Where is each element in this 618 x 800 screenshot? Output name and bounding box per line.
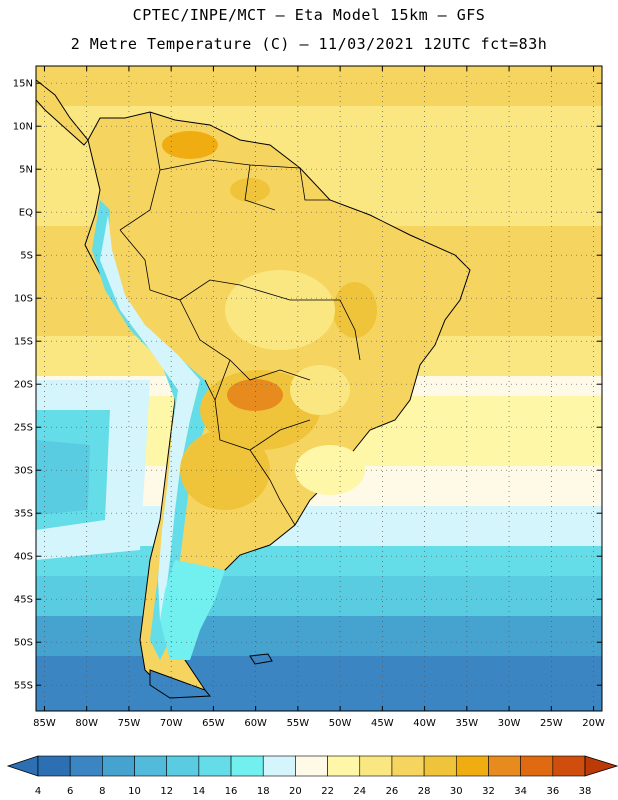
colorbar-under-arrow bbox=[6, 755, 39, 777]
colorbar-swatch bbox=[552, 755, 586, 777]
lat-label: 10S bbox=[14, 294, 33, 305]
lat-label: 35S bbox=[14, 509, 33, 520]
colorbar-label: 32 bbox=[482, 786, 495, 797]
colorbar-label: 36 bbox=[546, 786, 559, 797]
latitude-axis: 15N 10N 5N EQ 5S 10S 15S 20S 25S 30S 35S 40S 45S 50S 5… bbox=[13, 79, 602, 692]
colorbar-swatch bbox=[230, 755, 264, 777]
colorbar-label: 20 bbox=[289, 786, 302, 797]
colorbar-swatch bbox=[391, 755, 425, 777]
mild-zone bbox=[225, 270, 335, 350]
lon-label: 65W bbox=[202, 718, 225, 729]
lat-label: EQ bbox=[19, 208, 33, 219]
lat-label: 15S bbox=[14, 337, 33, 348]
andes-cool-strip bbox=[92, 200, 215, 660]
colorbar-label: 16 bbox=[225, 786, 238, 797]
mild-zone bbox=[295, 445, 365, 495]
lon-label: 20W bbox=[582, 718, 605, 729]
lon-label: 80W bbox=[75, 718, 98, 729]
lon-label: 30W bbox=[498, 718, 521, 729]
colorbar-label: 12 bbox=[160, 786, 173, 797]
mild-zone bbox=[290, 365, 350, 415]
lat-label: 5N bbox=[19, 165, 33, 176]
colorbar-label: 22 bbox=[321, 786, 334, 797]
colorbar-label: 10 bbox=[128, 786, 141, 797]
colorbar-label: 6 bbox=[67, 786, 73, 797]
colorbar-label: 18 bbox=[257, 786, 270, 797]
lon-label: 70W bbox=[160, 718, 183, 729]
colorbar-label: 26 bbox=[386, 786, 399, 797]
tierra-del-fuego bbox=[149, 669, 212, 699]
lat-label: 25S bbox=[14, 423, 33, 434]
band-fill bbox=[36, 66, 602, 106]
hot-zone bbox=[333, 282, 377, 338]
band-fill bbox=[36, 656, 602, 711]
lat-label: 45S bbox=[14, 595, 33, 606]
colorbar-swatch bbox=[423, 755, 457, 777]
colorbar-label: 4 bbox=[35, 786, 41, 797]
colorbar: 4 6 8 10 12 14 16 18 20 22 24 26 28 30 32 34 36 38 bbox=[6, 755, 618, 797]
colorbar-label: 24 bbox=[353, 786, 366, 797]
lon-label: 35W bbox=[456, 718, 479, 729]
hot-zone bbox=[230, 178, 270, 202]
colorbar-swatch bbox=[69, 755, 103, 777]
temperature-field bbox=[36, 66, 602, 711]
country-borders bbox=[119, 111, 361, 526]
andes-cool-strip bbox=[100, 215, 200, 620]
colorbar-swatch bbox=[166, 755, 200, 777]
longitude-axis: 85W 80W 75W 70W 65W 60W 55W 50W 45W 40W 35W 30W 25W 2… bbox=[33, 66, 605, 729]
colorbar-swatch bbox=[520, 755, 554, 777]
lat-label: 20S bbox=[14, 380, 33, 391]
central-america-land bbox=[36, 79, 89, 146]
colorbar-swatch bbox=[359, 755, 393, 777]
pacific-cool-zone bbox=[36, 440, 90, 515]
hot-zone bbox=[162, 131, 218, 159]
band-fill bbox=[36, 546, 602, 576]
colorbar-swatch bbox=[327, 755, 361, 777]
lon-label: 55W bbox=[287, 718, 310, 729]
lon-label: 75W bbox=[118, 718, 141, 729]
colorbar-label: 28 bbox=[418, 786, 431, 797]
band-fill bbox=[36, 616, 602, 656]
lat-label: 50S bbox=[14, 638, 33, 649]
lon-label: 45W bbox=[371, 718, 394, 729]
colorbar-label: 8 bbox=[99, 786, 105, 797]
lon-label: 85W bbox=[33, 718, 56, 729]
lat-label: 40S bbox=[14, 552, 33, 563]
lon-label: 60W bbox=[244, 718, 267, 729]
colorbar-swatch bbox=[102, 755, 135, 777]
lon-label: 25W bbox=[540, 718, 563, 729]
lon-label: 40W bbox=[413, 718, 436, 729]
hot-zone bbox=[227, 379, 283, 411]
map-title-variable: 2 Metre Temperature (C) – 11/03/2021 12U… bbox=[70, 35, 548, 53]
colorbar-swatch bbox=[134, 755, 168, 777]
lat-label: 55S bbox=[14, 681, 33, 692]
map-title-model: CPTEC/INPE/MCT – Eta Model 15km – GFS bbox=[132, 6, 486, 24]
patagonia-cool bbox=[160, 560, 225, 660]
colorbar-swatch bbox=[455, 755, 489, 777]
colorbar-swatch bbox=[488, 755, 521, 777]
lat-label: 10N bbox=[13, 122, 33, 133]
band-fill bbox=[36, 576, 602, 616]
map-frame bbox=[35, 65, 603, 712]
lon-label: 50W bbox=[329, 718, 352, 729]
colorbar-swatch bbox=[262, 755, 296, 777]
colorbar-swatch bbox=[37, 755, 71, 777]
lat-label: 15N bbox=[13, 79, 33, 90]
hot-zone bbox=[180, 430, 270, 510]
colorbar-label: 34 bbox=[514, 786, 527, 797]
colorbar-label: 30 bbox=[450, 786, 463, 797]
colorbar-swatch bbox=[295, 755, 328, 777]
colorbar-label: 14 bbox=[193, 786, 206, 797]
colorbar-label: 38 bbox=[579, 786, 592, 797]
lat-label: 5S bbox=[20, 251, 33, 262]
colorbar-swatch bbox=[198, 755, 232, 777]
lat-label: 30S bbox=[14, 466, 33, 477]
colorbar-over-arrow bbox=[584, 755, 618, 777]
